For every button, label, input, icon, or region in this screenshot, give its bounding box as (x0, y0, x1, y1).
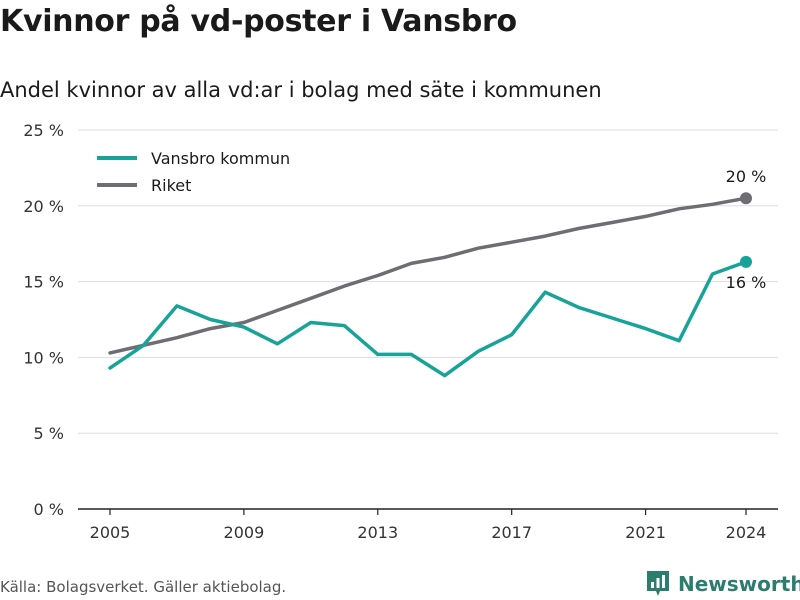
series-line-vansbro (110, 262, 746, 376)
end-label-riket: 20 % (726, 167, 767, 186)
brand-logo: Newsworthy (646, 570, 800, 598)
brand-name: Newsworthy (678, 572, 800, 596)
source-note: Källa: Bolagsverket. Gäller aktiebolag. (0, 578, 286, 596)
x-tick-label: 2021 (625, 523, 666, 542)
y-tick-label: 15 % (23, 273, 64, 292)
bar-chart-icon (646, 570, 670, 598)
y-tick-label: 5 % (34, 424, 64, 443)
x-tick-label: 2005 (90, 523, 131, 542)
end-label-vansbro: 16 % (726, 273, 767, 292)
legend-label-riket: Riket (151, 176, 191, 195)
end-point-riket (740, 192, 752, 204)
legend-label-vansbro: Vansbro kommun (151, 149, 290, 168)
x-tick-label: 2013 (357, 523, 398, 542)
x-tick-label: 2024 (726, 523, 767, 542)
y-tick-label: 20 % (23, 197, 64, 216)
x-axis-ticks: 2005 2009 2013 2017 2021 2024 (90, 509, 767, 542)
legend: Vansbro kommun Riket (97, 149, 290, 195)
x-tick-label: 2009 (224, 523, 265, 542)
y-tick-label: 10 % (23, 348, 64, 367)
end-point-vansbro (740, 256, 752, 268)
series-lines: 20 % 16 % (110, 167, 766, 375)
x-tick-label: 2017 (491, 523, 532, 542)
y-axis-ticks: 0 % 5 % 10 % 15 % 20 % 25 % (23, 121, 64, 519)
y-tick-label: 0 % (34, 500, 64, 519)
y-tick-label: 25 % (23, 121, 64, 140)
